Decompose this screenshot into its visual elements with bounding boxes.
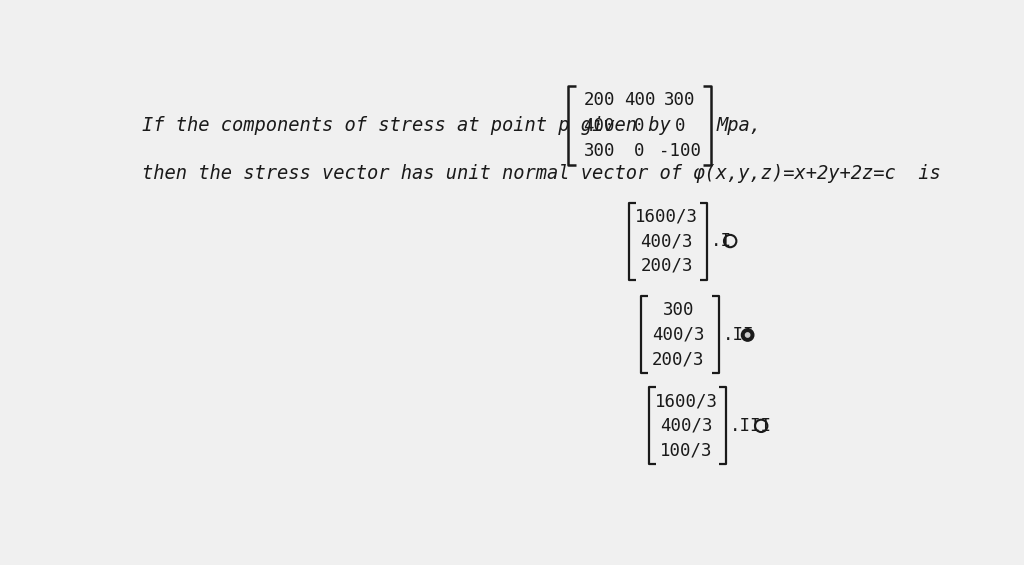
Text: -100: -100 bbox=[658, 142, 700, 160]
Circle shape bbox=[745, 333, 750, 337]
Text: .II: .II bbox=[722, 326, 754, 344]
Text: .I: .I bbox=[711, 232, 732, 250]
Text: .III: .III bbox=[730, 417, 772, 435]
Text: 0: 0 bbox=[634, 116, 645, 134]
Text: 0: 0 bbox=[634, 142, 645, 160]
Text: 1600/3: 1600/3 bbox=[635, 207, 698, 225]
Text: 300: 300 bbox=[664, 91, 695, 109]
Text: 300: 300 bbox=[663, 301, 694, 319]
Text: 400: 400 bbox=[584, 116, 615, 134]
Text: 0: 0 bbox=[675, 116, 685, 134]
Text: If the components of stress at point p given by: If the components of stress at point p g… bbox=[142, 116, 671, 135]
Text: then the stress vector has unit normal vector of φ(x,y,z)=x+2y+2z=c  is: then the stress vector has unit normal v… bbox=[142, 164, 941, 183]
Text: 400/3: 400/3 bbox=[652, 326, 705, 344]
Text: 400/3: 400/3 bbox=[659, 417, 713, 435]
Circle shape bbox=[741, 329, 754, 341]
Text: 200: 200 bbox=[584, 91, 615, 109]
Text: 300: 300 bbox=[584, 142, 615, 160]
Text: 200/3: 200/3 bbox=[652, 351, 705, 368]
Text: Mpa,: Mpa, bbox=[717, 116, 762, 135]
Text: 400/3: 400/3 bbox=[640, 232, 693, 250]
Text: 1600/3: 1600/3 bbox=[654, 392, 718, 410]
Text: 400: 400 bbox=[624, 91, 655, 109]
Text: 200/3: 200/3 bbox=[640, 257, 693, 275]
Text: 100/3: 100/3 bbox=[659, 441, 713, 459]
